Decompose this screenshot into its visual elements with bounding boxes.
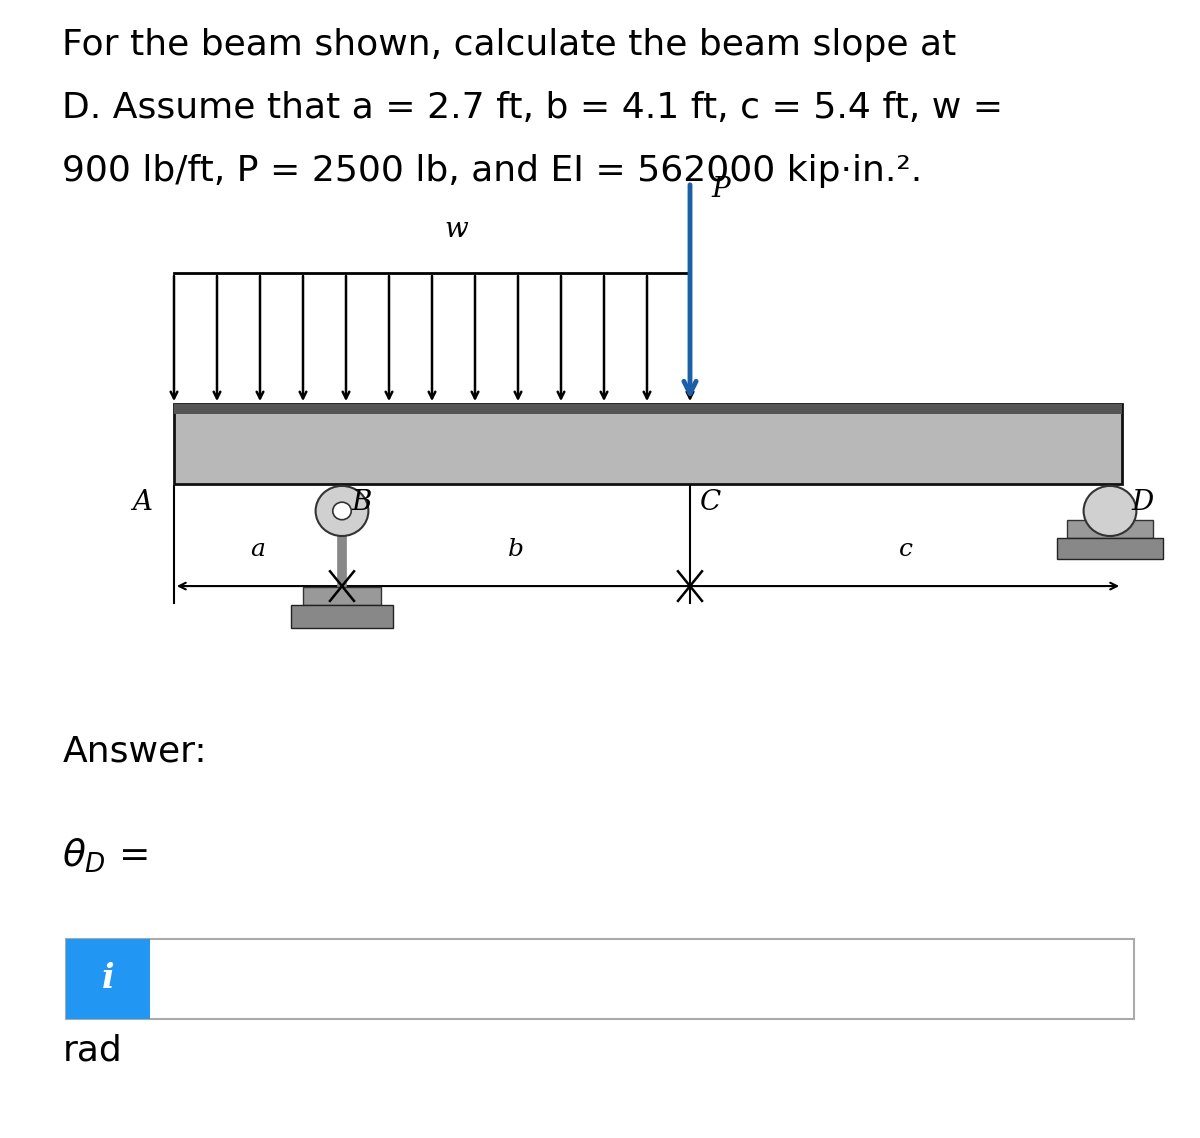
- Text: 900 lb/ft, P = 2500 lb, and EI = 562000 kip·in.².: 900 lb/ft, P = 2500 lb, and EI = 562000 …: [62, 154, 923, 188]
- Text: rad: rad: [62, 1033, 122, 1067]
- Bar: [66, 939, 1134, 1019]
- Text: C: C: [700, 489, 721, 517]
- Bar: [66, 939, 150, 1019]
- Bar: [302, 587, 380, 605]
- Text: B: B: [352, 489, 372, 517]
- Bar: [1067, 520, 1153, 538]
- Text: i: i: [102, 963, 114, 995]
- Bar: [290, 605, 392, 628]
- Bar: [174, 404, 1122, 413]
- Text: $\theta_D$ =: $\theta_D$ =: [62, 836, 148, 875]
- Text: For the beam shown, calculate the beam slope at: For the beam shown, calculate the beam s…: [62, 28, 956, 63]
- Bar: [1057, 538, 1163, 559]
- Text: D. Assume that a = 2.7 ft, b = 4.1 ft, c = 5.4 ft, w =: D. Assume that a = 2.7 ft, b = 4.1 ft, c…: [62, 91, 1003, 125]
- Circle shape: [316, 486, 368, 536]
- Text: D: D: [1132, 489, 1154, 517]
- Text: c: c: [899, 538, 913, 561]
- Text: b: b: [508, 538, 524, 561]
- Text: w: w: [444, 216, 468, 244]
- Text: a: a: [251, 538, 265, 561]
- Text: A: A: [132, 489, 152, 517]
- Circle shape: [332, 502, 352, 520]
- Bar: [174, 404, 1122, 484]
- Circle shape: [1084, 486, 1136, 536]
- Text: Answer:: Answer:: [62, 734, 208, 768]
- Text: P: P: [712, 176, 731, 204]
